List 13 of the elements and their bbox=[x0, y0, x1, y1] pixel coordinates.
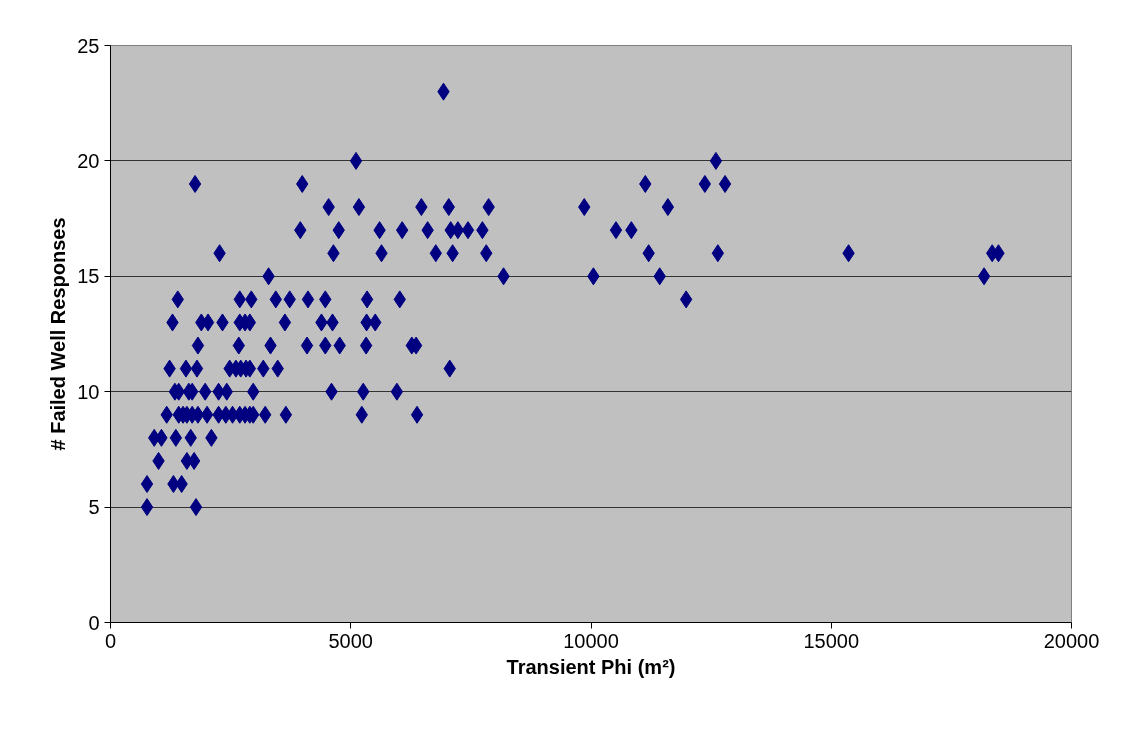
x-tick-label: 20000 bbox=[1043, 629, 1100, 652]
y-tick-label: 10 bbox=[77, 380, 100, 403]
y-tick-label: 0 bbox=[88, 611, 100, 634]
x-axis-title: Transient Phi (m²) bbox=[506, 655, 676, 678]
y-tick-label: 5 bbox=[88, 496, 100, 519]
x-tick-label: 15000 bbox=[803, 629, 860, 652]
x-tick-label: 0 bbox=[104, 629, 117, 652]
y-tick-label: 15 bbox=[77, 265, 100, 288]
x-tick-label: 5000 bbox=[328, 629, 373, 652]
x-tick-label: 10000 bbox=[563, 629, 619, 652]
y-tick-label: 20 bbox=[77, 149, 100, 172]
y-axis-title: # Failed Well Responses bbox=[47, 217, 70, 451]
y-tick-label: 25 bbox=[77, 34, 100, 57]
